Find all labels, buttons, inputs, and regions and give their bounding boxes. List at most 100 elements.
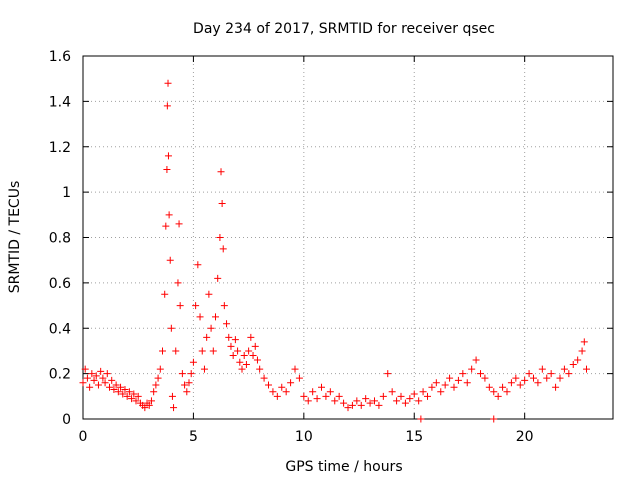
y-tick-label: 1.4 [49, 94, 71, 110]
data-point [161, 290, 169, 298]
data-point [578, 347, 586, 355]
data-point [152, 381, 160, 389]
data-point [415, 397, 423, 405]
data-point [477, 370, 484, 378]
data-point [441, 381, 449, 389]
data-point [534, 379, 542, 387]
x-tick-label: 20 [516, 429, 534, 445]
data-point [459, 370, 467, 378]
data-point [424, 392, 431, 400]
data-point [94, 381, 102, 389]
data-point [207, 324, 215, 332]
data-point [348, 401, 356, 409]
data-point [318, 383, 325, 391]
data-point [313, 395, 321, 403]
data-point [203, 333, 211, 341]
data-point [164, 152, 172, 160]
data-point [130, 390, 138, 398]
data-point [454, 376, 462, 384]
data-point [220, 302, 228, 310]
data-point [108, 376, 116, 384]
data-point [335, 392, 343, 400]
data-point [569, 361, 577, 369]
data-point [322, 392, 330, 400]
data-point [90, 376, 98, 384]
data-point [282, 388, 290, 396]
data-point [170, 404, 178, 412]
data-point [503, 388, 511, 396]
data-point [141, 404, 149, 412]
y-axis-label: SRMTID / TECUs [7, 181, 23, 294]
data-point [375, 401, 383, 409]
y-tick-label: 0 [62, 412, 71, 428]
data-point [256, 365, 264, 373]
data-point [265, 381, 272, 389]
data-point [234, 347, 242, 355]
data-point [468, 365, 476, 373]
data-point [166, 256, 174, 264]
data-point [331, 397, 339, 405]
data-point [309, 388, 317, 396]
data-point [574, 356, 582, 364]
data-point [185, 379, 193, 387]
data-point [401, 399, 409, 407]
data-point [217, 168, 225, 176]
data-point [117, 383, 125, 391]
data-point [406, 395, 414, 403]
data-point [225, 333, 233, 341]
data-point [219, 245, 227, 253]
data-point [83, 374, 91, 382]
data-point [287, 379, 295, 387]
data-point [159, 347, 166, 355]
data-point [150, 388, 158, 396]
data-point [86, 383, 94, 391]
data-point [240, 351, 248, 359]
data-point [178, 370, 186, 378]
data-point [472, 356, 480, 364]
data-point [227, 342, 235, 350]
data-point [163, 165, 171, 173]
data-point [205, 290, 213, 298]
data-point [362, 395, 370, 403]
data-point [253, 356, 261, 364]
data-point [236, 358, 244, 366]
data-point [168, 392, 176, 400]
data-point [490, 415, 498, 423]
data-point [485, 383, 493, 391]
data-point [530, 374, 537, 382]
data-point [231, 336, 239, 344]
data-point [106, 383, 113, 391]
data-point [565, 370, 573, 378]
data-point [134, 392, 142, 400]
data-point [583, 365, 590, 373]
data-point [384, 370, 392, 378]
data-point [218, 199, 226, 207]
data-point [251, 342, 259, 350]
data-point [247, 333, 255, 341]
data-point [175, 220, 183, 228]
data-point [538, 365, 546, 373]
data-point [216, 234, 224, 241]
data-point [156, 365, 164, 373]
x-tick-label: 5 [189, 429, 198, 445]
data-point [212, 313, 219, 321]
y-tick-label: 0.4 [49, 321, 71, 337]
ticks-layer: 0 5 10 15 20 0 0.2 0.4 0.6 0.8 1 1.2 1.4 1.6 [49, 49, 613, 445]
data-point [187, 370, 195, 378]
data-point [92, 372, 100, 380]
y-tick-label: 1 [62, 185, 71, 201]
data-point [543, 374, 551, 382]
data-point [417, 415, 425, 423]
data-point [481, 374, 489, 382]
data-point [121, 386, 129, 394]
data-point [163, 102, 171, 110]
data-point [419, 388, 427, 396]
grid-layer [83, 56, 613, 419]
data-point [300, 392, 308, 400]
x-tick-label: 0 [79, 429, 88, 445]
data-point [463, 379, 471, 387]
data-point [132, 397, 140, 405]
data-point [223, 320, 231, 328]
data-point [393, 397, 401, 405]
